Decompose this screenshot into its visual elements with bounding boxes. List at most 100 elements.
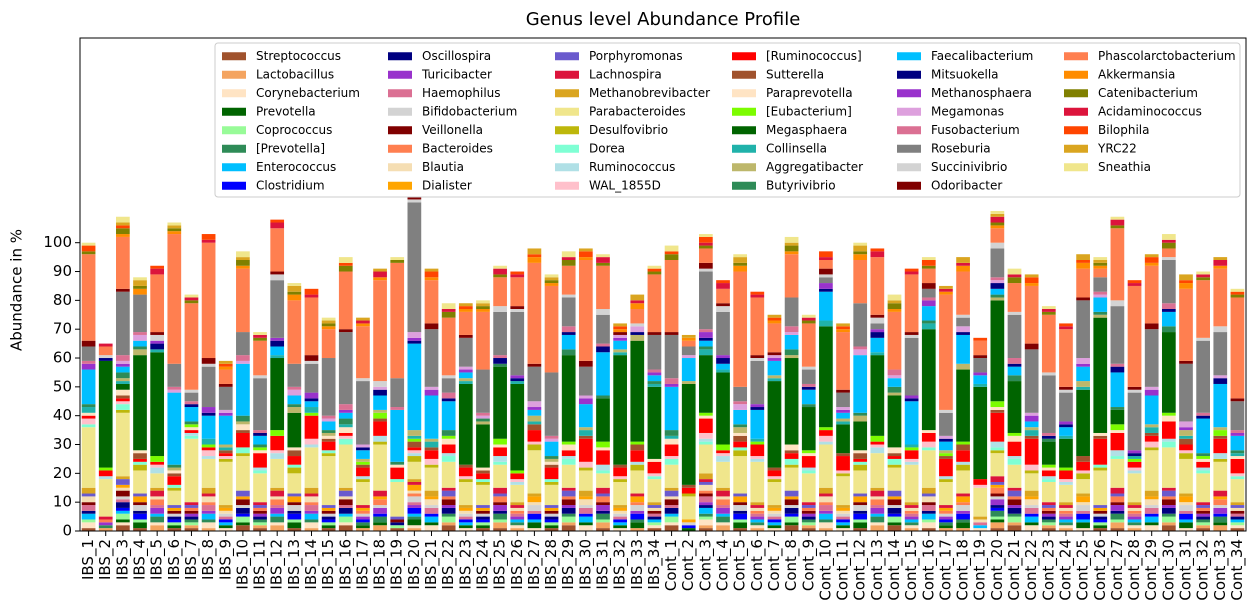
bar-segment [544, 484, 559, 506]
bar-segment [750, 355, 765, 359]
bar-segment [1179, 283, 1193, 289]
bar-segment [184, 424, 199, 428]
bar-segment [321, 430, 336, 433]
legend-swatch [897, 181, 921, 190]
bar-segment [167, 519, 182, 523]
bar-segment [750, 438, 765, 442]
bar-segment [1041, 476, 1056, 480]
bar-segment [356, 519, 370, 523]
bar-segment [784, 525, 799, 531]
bar-segment [1196, 502, 1210, 506]
bar-segment [218, 383, 233, 387]
bar-segment [150, 467, 165, 474]
legend-swatch [555, 89, 579, 98]
bar-segment [544, 441, 559, 457]
bar-segment [784, 444, 799, 451]
bar-segment [493, 306, 507, 312]
bar-segment [664, 525, 679, 531]
bar-segment [441, 303, 456, 310]
bar-segment [527, 450, 542, 494]
bar-segment [476, 513, 490, 517]
bar-segment [270, 435, 285, 451]
bar-segment [956, 369, 970, 442]
legend-swatch [555, 144, 579, 153]
bar-segment [870, 507, 885, 514]
bar-segment [338, 525, 353, 531]
bar-segment [1007, 432, 1022, 436]
bar-segment [116, 372, 130, 379]
bar-segment [321, 456, 336, 506]
bar-segment [939, 453, 953, 457]
bar-segment [338, 444, 353, 488]
bar-segment [1041, 513, 1056, 517]
bar-segment [236, 360, 250, 364]
legend-label: Methanobrevibacter [589, 86, 710, 100]
bar-segment [493, 268, 507, 275]
x-tick-label: Cont_14 [885, 539, 904, 601]
bar-segment [287, 502, 302, 506]
bar-segment [150, 461, 165, 465]
bar-segment [493, 363, 507, 367]
x-tick-label: Cont_12 [851, 539, 870, 601]
bar-segment [819, 441, 833, 445]
bar-segment [184, 401, 199, 405]
bar-segment [544, 274, 559, 278]
bar-segment [630, 496, 645, 503]
bar-segment [578, 398, 593, 405]
legend-swatch [555, 126, 579, 135]
bar-segment [1144, 395, 1159, 425]
bar-segment [1179, 505, 1193, 511]
bar-segment [133, 519, 147, 523]
bar-segment [1179, 435, 1193, 439]
bar-segment [664, 499, 679, 506]
bar-segment [664, 496, 679, 500]
bar-segment [784, 496, 799, 500]
bar-segment [767, 470, 782, 477]
bar-segment [870, 248, 885, 252]
bar-segment [356, 513, 370, 517]
bar-segment [716, 444, 730, 451]
bar-segment [1230, 473, 1245, 477]
legend-swatch [1064, 126, 1088, 135]
bar-segment [1230, 297, 1245, 399]
legend-swatch [388, 181, 412, 190]
bar-segment [184, 438, 199, 503]
bar-segment [1041, 470, 1056, 477]
x-tick-label: IBS_15 [319, 539, 338, 590]
bar-segment [476, 505, 490, 508]
bar-segment [1144, 513, 1159, 517]
bar-segment [819, 257, 833, 260]
bar-segment [887, 499, 902, 506]
bar-segment [887, 447, 902, 454]
bar-segment [338, 427, 353, 433]
bar-segment [133, 346, 147, 350]
bar-segment [424, 467, 439, 491]
bar-segment [1076, 297, 1090, 301]
bar-segment [458, 467, 473, 477]
bar-segment [784, 236, 799, 243]
bar-segment [887, 490, 902, 497]
bar-segment [98, 525, 113, 529]
bar-segment [321, 522, 336, 526]
bar-segment [853, 519, 868, 523]
legend-label: Aggregatibacter [766, 160, 863, 174]
bar-segment [1144, 490, 1159, 497]
bar-segment [1076, 528, 1090, 531]
bar-segment [510, 513, 525, 517]
bar-segment [613, 334, 627, 338]
bar-segment [836, 392, 850, 408]
bar-segment [1041, 435, 1056, 439]
bar-segment [116, 360, 130, 364]
bar-segment [81, 363, 96, 370]
bar-segment [647, 332, 662, 335]
bar-segment [990, 228, 1005, 243]
bar-segment [664, 430, 679, 436]
bar-segment [1007, 375, 1022, 382]
bar-segment [613, 479, 627, 482]
bar-segment [870, 499, 885, 506]
bar-segment [561, 458, 576, 465]
legend-box [214, 42, 1241, 198]
bar-segment [201, 458, 216, 488]
bar-segment [647, 386, 662, 459]
bar-segment [647, 375, 662, 382]
